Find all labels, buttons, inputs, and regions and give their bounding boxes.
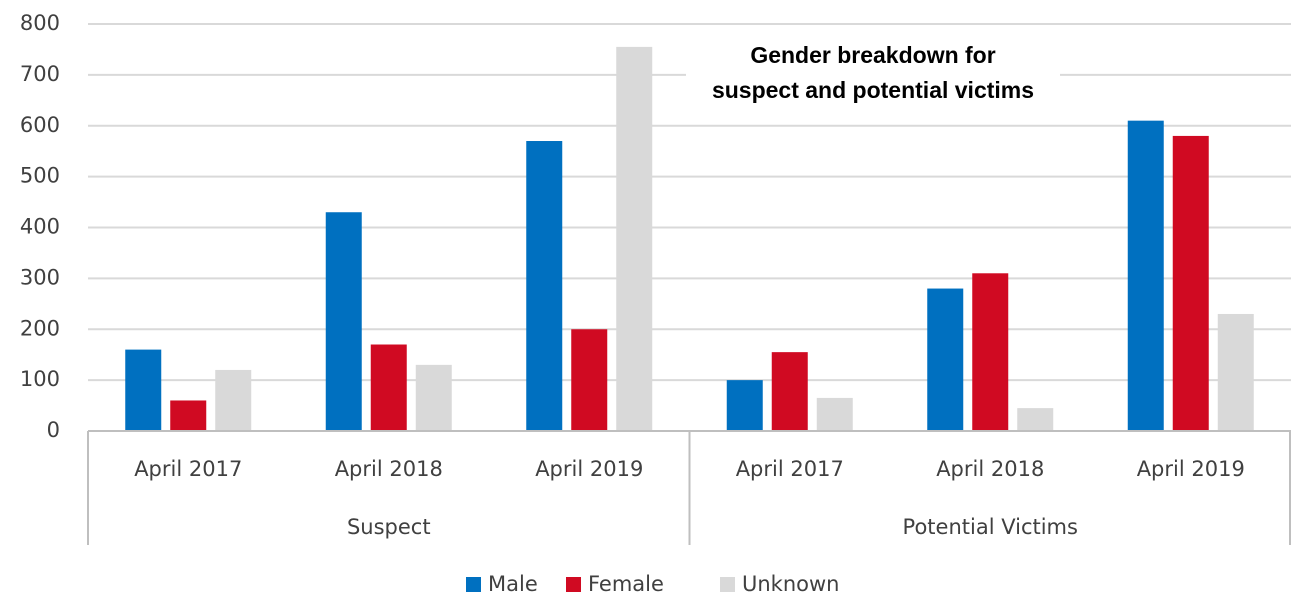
- bar: [771, 352, 808, 431]
- x-tick-label: April 2017: [134, 457, 242, 481]
- y-tick-label: 100: [20, 367, 60, 391]
- y-tick-label: 600: [20, 113, 60, 137]
- bar: [1017, 408, 1054, 431]
- bar: [325, 212, 362, 431]
- bar: [125, 349, 162, 431]
- legend-label: Unknown: [742, 572, 839, 596]
- title-background: [686, 34, 1060, 114]
- bar: [1217, 313, 1254, 431]
- legend-label: Female: [588, 572, 664, 596]
- chart-title: suspect and potential victims: [712, 77, 1034, 103]
- bar: [170, 400, 207, 431]
- bar: [927, 288, 964, 431]
- y-tick-label: 200: [20, 316, 60, 340]
- bar: [215, 369, 252, 431]
- bar: [526, 141, 563, 431]
- bar: [370, 344, 407, 431]
- y-tick-label: 300: [20, 265, 60, 289]
- x-tick-label: April 2018: [936, 457, 1044, 481]
- y-tick-label: 700: [20, 62, 60, 86]
- x-tick-label: April 2017: [736, 457, 844, 481]
- x-tick-label: April 2019: [535, 457, 643, 481]
- bar: [816, 397, 853, 431]
- group-label: Suspect: [347, 515, 431, 539]
- chart-title: Gender breakdown for: [750, 42, 995, 68]
- legend-swatch: [466, 577, 481, 592]
- y-tick-label: 0: [47, 418, 60, 442]
- legend-swatch: [720, 577, 735, 592]
- bar: [1127, 120, 1164, 431]
- y-tick-label: 500: [20, 164, 60, 188]
- bar: [1172, 135, 1209, 432]
- bar: [726, 380, 763, 431]
- group-label: Potential Victims: [903, 515, 1078, 539]
- y-tick-label: 800: [20, 11, 60, 35]
- bar: [571, 329, 608, 431]
- bar: [415, 364, 452, 431]
- legend-label: Male: [488, 572, 538, 596]
- bar: [972, 273, 1009, 431]
- x-tick-label: April 2019: [1137, 457, 1245, 481]
- legend-swatch: [566, 577, 581, 592]
- x-tick-label: April 2018: [335, 457, 443, 481]
- y-tick-label: 400: [20, 215, 60, 239]
- bar: [616, 46, 653, 432]
